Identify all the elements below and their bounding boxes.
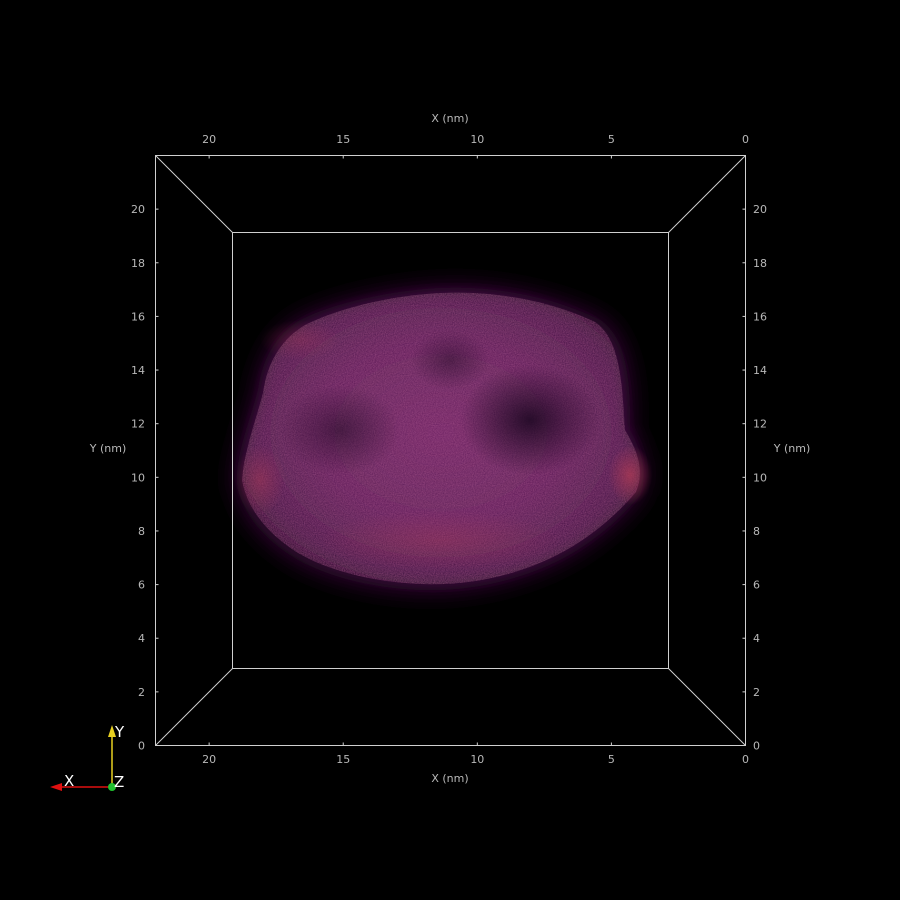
- volume-bright-region: [608, 445, 652, 505]
- y-axis-title-left: Y (nm): [89, 442, 127, 455]
- triad-z-label: Z: [114, 773, 124, 791]
- bounding-box-edge: [155, 155, 233, 233]
- volume-bright-region: [260, 320, 340, 360]
- y-tick-label: 8: [138, 525, 145, 538]
- triad-x-label: X: [64, 772, 74, 790]
- y-tick-label: 0: [753, 740, 760, 753]
- triad-x-arrowhead: [50, 783, 62, 791]
- x-axis-title-top: X (nm): [431, 112, 468, 125]
- volume-bright-region: [320, 510, 560, 570]
- tick-marks: [155, 155, 746, 746]
- x-tick-labels-top: 20 15 10 5 0: [202, 133, 749, 146]
- triad-y-arrowhead: [108, 725, 116, 737]
- x-tick-label: 20: [202, 753, 216, 766]
- y-tick-label: 18: [131, 257, 145, 270]
- y-axis-title-right: Y (nm): [773, 442, 811, 455]
- y-tick-label: 16: [131, 310, 145, 323]
- x-tick-label: 5: [608, 133, 615, 146]
- y-tick-label: 2: [138, 686, 145, 699]
- y-tick-label: 10: [753, 471, 767, 484]
- y-tick-label: 14: [131, 364, 145, 377]
- triad-y-label: Y: [114, 723, 125, 741]
- x-tick-label: 10: [470, 753, 484, 766]
- x-tick-label: 20: [202, 133, 216, 146]
- y-tick-label: 12: [131, 418, 145, 431]
- y-tick-label: 18: [753, 257, 767, 270]
- orientation-triad[interactable]: X Y Z: [50, 723, 125, 791]
- bounding-box-edge: [155, 668, 233, 746]
- y-tick-label: 12: [753, 418, 767, 431]
- volume-dark-region: [460, 365, 600, 475]
- bounding-box-outer: [155, 155, 746, 746]
- x-axis-title-bottom: X (nm): [431, 772, 468, 785]
- y-tick-label: 4: [753, 632, 760, 645]
- y-tick-label: 20: [131, 203, 145, 216]
- volume-dark-region: [280, 385, 400, 475]
- y-tick-label: 20: [753, 203, 767, 216]
- x-tick-label: 0: [742, 133, 749, 146]
- y-tick-label: 4: [138, 632, 145, 645]
- volume-bright-region: [235, 445, 285, 515]
- y-tick-label: 2: [753, 686, 760, 699]
- bounding-box-inner: [232, 232, 669, 669]
- y-tick-label: 8: [753, 525, 760, 538]
- x-tick-label: 15: [336, 133, 350, 146]
- bounding-box-edge: [668, 668, 746, 746]
- volume-render: [235, 287, 652, 591]
- volume-blob-texture: [242, 292, 640, 585]
- y-tick-label: 14: [753, 364, 767, 377]
- y-tick-label: 6: [138, 579, 145, 592]
- y-tick-label: 0: [138, 740, 145, 753]
- x-tick-label: 0: [742, 753, 749, 766]
- volume-dark-region: [410, 330, 490, 390]
- x-tick-labels-bottom: 20 15 10 5 0: [202, 753, 749, 766]
- x-tick-label: 10: [470, 133, 484, 146]
- x-tick-label: 15: [336, 753, 350, 766]
- y-tick-label: 10: [131, 471, 145, 484]
- bounding-box-edge: [668, 155, 746, 233]
- bounding-box: [155, 155, 746, 746]
- x-tick-label: 5: [608, 753, 615, 766]
- y-tick-label: 16: [753, 310, 767, 323]
- y-tick-label: 6: [753, 579, 760, 592]
- triad-z-axis: [108, 783, 116, 791]
